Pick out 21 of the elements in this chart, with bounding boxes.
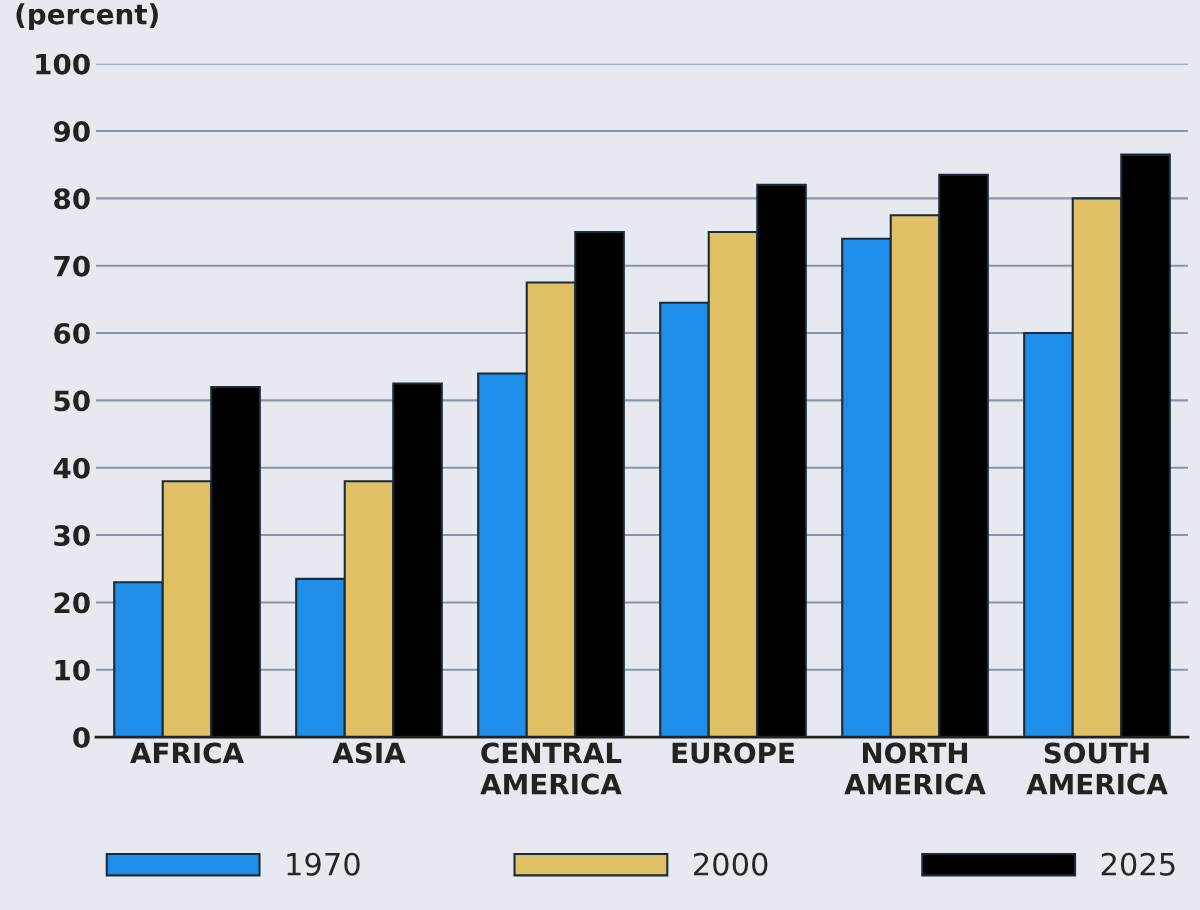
- y-tick-label: 100: [36, 53, 90, 75]
- legend-label: 2000: [693, 852, 768, 876]
- x-tick-label: NORTH AMERICA: [844, 742, 986, 795]
- y-tick-label: 10: [55, 659, 90, 681]
- y-tick-label: 80: [54, 188, 90, 210]
- x-tick-label: CENTRAL AMERICA: [480, 742, 622, 795]
- y-tick-label: 40: [53, 457, 90, 479]
- legend-label: 1970: [287, 852, 360, 876]
- y-tick-label: 50: [54, 390, 90, 412]
- y-tick-label: 20: [54, 592, 90, 614]
- x-tick-label: AFRICA: [130, 742, 244, 764]
- y-tick-label: 70: [54, 255, 90, 277]
- y-tick-label: 60: [54, 323, 90, 345]
- y-tick-label: 30: [54, 525, 90, 547]
- y-tick-label: 0: [73, 727, 90, 749]
- legend-label: 2025: [1101, 852, 1175, 876]
- y-tick-label: 90: [53, 120, 90, 142]
- y-axis-title: (percent): [16, 3, 158, 31]
- x-tick-label: SOUTH AMERICA: [1026, 742, 1168, 795]
- x-tick-label: ASIA: [332, 742, 406, 764]
- x-tick-label: EUROPE: [672, 742, 794, 764]
